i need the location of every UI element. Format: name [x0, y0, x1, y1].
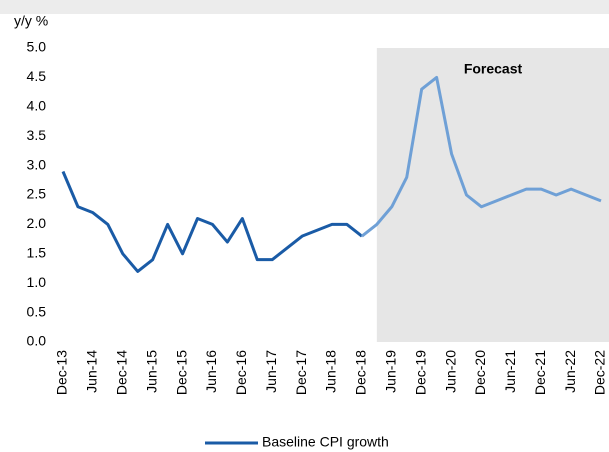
x-tick-label: Jun-16	[203, 350, 219, 393]
x-tick-label: Jun-14	[84, 350, 100, 393]
y-tick-label: 1.5	[27, 245, 47, 261]
x-tick-label: Dec-13	[54, 350, 70, 395]
y-tick-label: 4.0	[27, 98, 47, 114]
y-tick-label: 3.0	[27, 156, 47, 172]
y-tick-label: 5.0	[27, 39, 47, 55]
x-tick-label: Dec-16	[233, 350, 249, 395]
x-tick-label: Dec-15	[173, 350, 189, 395]
x-tick-label: Dec-14	[113, 350, 129, 395]
x-tick-label: Jun-21	[502, 350, 518, 393]
x-tick-label: Dec-22	[592, 350, 608, 395]
series-line	[61, 170, 363, 273]
y-tick-label: 2.0	[27, 215, 47, 231]
x-tick-label: Dec-19	[412, 350, 428, 395]
x-tick-label: Dec-20	[472, 350, 488, 395]
x-tick-label: Dec-17	[293, 350, 309, 395]
x-tick-label: Jun-15	[143, 350, 159, 393]
forecast-shade	[376, 48, 609, 342]
y-tick-label: 0.5	[27, 303, 47, 319]
y-tick-label: 0.0	[27, 333, 47, 349]
x-tick-label: Jun-20	[442, 350, 458, 393]
x-tick-label: Jun-19	[382, 350, 398, 393]
x-tick-label: Jun-18	[323, 350, 339, 393]
y-axis-label: y/y %	[14, 13, 48, 29]
top-bar	[0, 0, 609, 14]
x-tick-label: Dec-21	[532, 350, 548, 395]
y-tick-label: 2.5	[27, 186, 47, 202]
y-tick-label: 1.0	[27, 274, 47, 290]
y-tick-label: 3.5	[27, 127, 47, 143]
x-tick-label: Dec-18	[353, 350, 369, 395]
x-tick-label: Jun-22	[562, 350, 578, 393]
series-line	[360, 75, 602, 238]
x-tick-label: Jun-17	[263, 350, 279, 393]
y-tick-label: 4.5	[27, 68, 47, 84]
legend-label: Baseline CPI growth	[262, 434, 389, 450]
forecast-label: Forecast	[464, 61, 523, 77]
